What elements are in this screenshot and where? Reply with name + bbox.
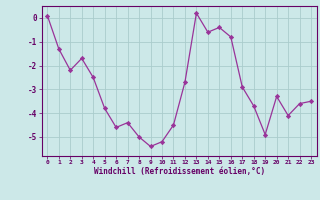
X-axis label: Windchill (Refroidissement éolien,°C): Windchill (Refroidissement éolien,°C) <box>94 167 265 176</box>
